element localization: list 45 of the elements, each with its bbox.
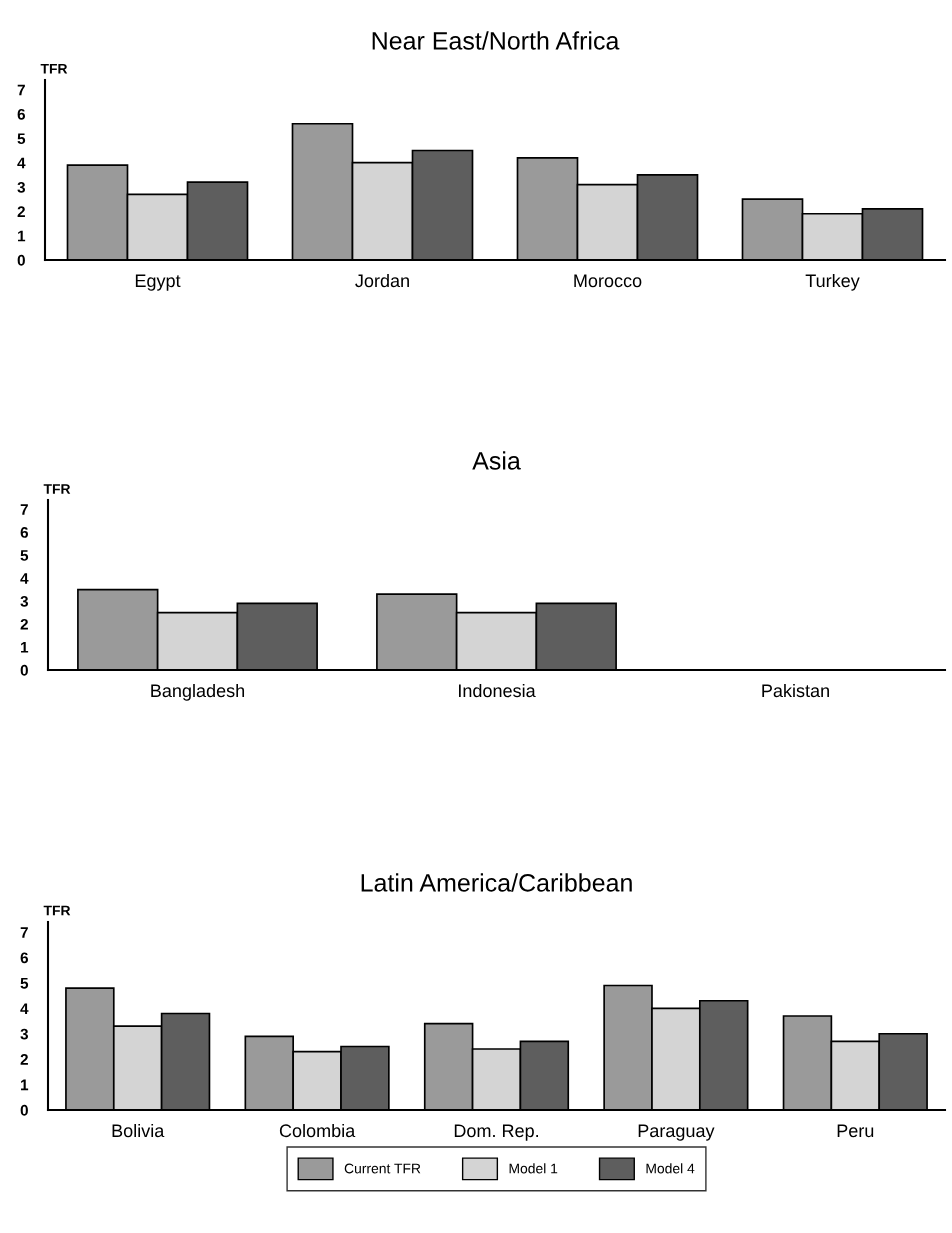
x-tick-label: Peru [837,1124,874,1138]
x-tick-label: Dom. Rep. [454,1124,538,1141]
chart-title: Latin America/Caribbean [361,873,632,892]
legend-label: Model 1 [509,1163,558,1174]
y-axis-title: TFR [40,63,68,74]
y-axis-title: TFR [43,484,71,494]
x-tick-label: Morocco [574,274,642,288]
y-tick-label: 7 [20,504,28,515]
x-tick-label: Paraguay [638,1124,715,1141]
y-tick-label: 2 [20,618,28,630]
y-tick-label: 6 [20,527,28,538]
y-tick-label: 7 [17,84,25,96]
x-tick-label: Egypt [135,274,181,291]
legend-label: Model 4 [646,1163,695,1174]
y-tick-label: 5 [20,550,29,561]
y-tick-label: 5 [17,133,26,145]
y-tick-label: 0 [20,664,28,676]
x-tick-label: Colombia [279,1123,356,1138]
chart-title: Near East/North Africa [372,31,620,50]
x-tick-label: Jordan [355,273,409,288]
y-tick-label: 6 [20,952,28,964]
y-tick-label: 3 [20,595,28,607]
y-tick-label: 2 [20,1054,28,1065]
x-tick-label: Turkey [805,273,860,291]
y-tick-label: 3 [17,181,25,193]
x-tick-label: Pakistan [762,683,829,698]
y-tick-label: 3 [20,1028,28,1040]
y-tick-label: 1 [18,230,26,242]
y-tick-label: 1 [21,642,29,653]
y-tick-label: 4 [20,573,29,584]
y-tick-label: 1 [21,1079,29,1091]
y-tick-label: 4 [20,1003,29,1014]
x-tick-label: Bangladesh [151,683,245,701]
y-tick-label: 0 [17,254,25,266]
y-tick-label: 4 [17,157,26,169]
y-tick-label: 5 [20,978,29,989]
y-tick-label: 6 [17,108,25,120]
y-tick-label: 0 [20,1104,28,1116]
x-tick-label: Indonesia [459,683,536,698]
x-tick-label: Bolivia [112,1123,165,1138]
chart-title: Asia [472,451,521,470]
y-tick-label: 2 [17,206,25,217]
y-tick-label: 7 [20,927,28,938]
legend-label: Current TFR [344,1163,421,1174]
y-axis-title: TFR [43,905,71,916]
